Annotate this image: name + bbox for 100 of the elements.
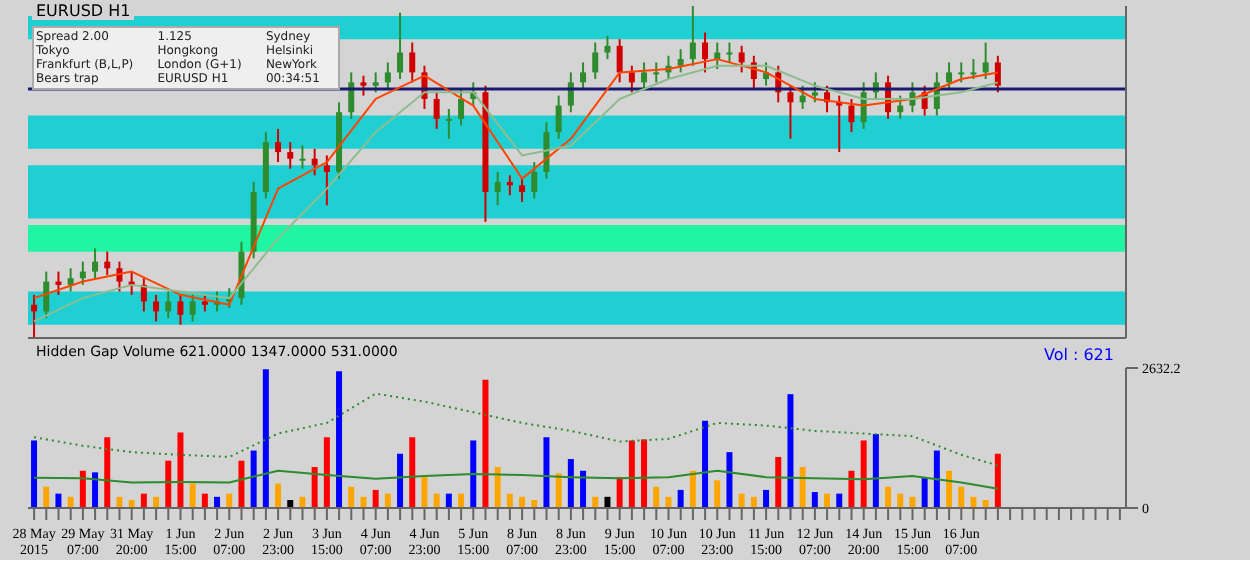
bar	[860, 440, 867, 508]
bar	[31, 440, 38, 508]
candlestick	[79, 260, 86, 286]
candlestick	[397, 11, 404, 81]
candlestick	[458, 88, 465, 127]
candlestick	[445, 107, 452, 140]
text: Vol : 621	[1043, 346, 1114, 364]
candlestick	[165, 290, 172, 320]
candlestick	[567, 71, 574, 114]
candlestick	[641, 61, 648, 90]
candlestick	[726, 41, 733, 64]
bar	[933, 450, 940, 508]
candlestick	[848, 97, 855, 134]
bar	[458, 493, 465, 508]
bar	[616, 477, 623, 508]
bar	[726, 452, 733, 508]
bar	[262, 369, 269, 508]
bar	[433, 493, 440, 508]
candlestick	[580, 61, 587, 90]
bar	[384, 493, 391, 508]
candlestick	[946, 61, 953, 90]
candlestick	[811, 81, 818, 104]
bar	[336, 371, 343, 508]
bar	[702, 420, 709, 508]
candlestick	[506, 174, 513, 197]
candlestick	[970, 58, 977, 81]
bar	[250, 450, 257, 508]
bar	[787, 394, 794, 508]
bar	[592, 496, 599, 508]
line-series	[33, 392, 999, 467]
candlestick	[275, 127, 282, 164]
bar	[43, 486, 50, 508]
chart-title: EURUSD H1	[32, 2, 135, 20]
bar	[153, 496, 160, 508]
bar	[165, 460, 172, 508]
bar	[824, 493, 831, 508]
bar	[140, 493, 147, 508]
bar	[714, 480, 721, 508]
bar	[738, 493, 745, 508]
bar	[360, 496, 367, 508]
candlestick	[189, 293, 196, 323]
candlestick	[555, 94, 562, 140]
bar	[323, 437, 330, 508]
bar	[519, 496, 526, 508]
bar	[775, 456, 782, 508]
bar	[921, 477, 928, 508]
candlestick	[592, 41, 599, 81]
bar	[275, 483, 282, 508]
bar	[653, 486, 660, 508]
candlestick	[299, 144, 306, 170]
bar	[689, 470, 696, 508]
bar	[238, 460, 245, 508]
bar	[470, 440, 477, 508]
candlestick	[55, 270, 62, 296]
bar	[445, 493, 452, 508]
bar	[299, 496, 306, 508]
bar	[421, 477, 428, 508]
bar	[177, 432, 184, 508]
bar	[555, 473, 562, 508]
bar	[848, 470, 855, 508]
bar	[67, 496, 74, 508]
candlestick	[67, 267, 74, 293]
bar	[494, 467, 501, 508]
bar	[311, 467, 318, 508]
candlestick	[714, 41, 721, 71]
candlestick	[360, 74, 367, 97]
bar	[872, 434, 879, 508]
bar	[958, 486, 965, 508]
bar	[970, 496, 977, 508]
bar	[946, 470, 953, 508]
candlestick	[372, 71, 379, 94]
candlestick	[689, 6, 696, 67]
bar	[567, 459, 574, 508]
candlestick	[92, 247, 99, 280]
candlestick	[494, 171, 501, 207]
candlestick	[616, 38, 623, 84]
bar	[226, 493, 233, 508]
candlestick	[787, 84, 794, 140]
candlestick	[677, 48, 684, 74]
candlestick	[519, 177, 526, 203]
bar	[92, 472, 99, 508]
bar	[836, 493, 843, 508]
bar	[641, 439, 648, 508]
bar	[55, 493, 62, 508]
bar	[116, 496, 123, 508]
candlestick	[628, 64, 635, 94]
bar	[811, 492, 818, 508]
bar	[214, 496, 221, 508]
bar	[799, 467, 806, 508]
bar	[397, 453, 404, 508]
bar	[885, 486, 892, 508]
bar	[482, 379, 489, 508]
candlestick	[982, 41, 989, 81]
candlestick	[287, 141, 294, 170]
bar	[763, 489, 770, 508]
bar	[348, 486, 355, 508]
candlestick	[31, 293, 38, 338]
line-series	[33, 469, 999, 490]
bar	[628, 440, 635, 508]
bar	[580, 470, 587, 508]
